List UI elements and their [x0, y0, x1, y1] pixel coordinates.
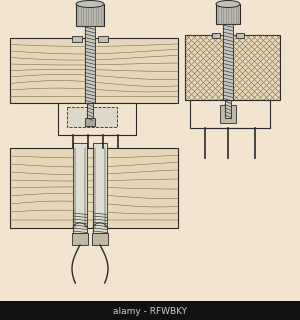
Bar	[73, 143, 87, 233]
Bar	[223, 24, 233, 100]
Bar	[190, 100, 270, 128]
Bar	[185, 35, 280, 100]
Ellipse shape	[76, 1, 104, 7]
Bar	[72, 36, 82, 42]
Bar	[93, 143, 107, 233]
Bar	[92, 233, 108, 245]
Bar	[67, 107, 117, 127]
Bar	[0, 301, 300, 320]
Bar	[87, 103, 93, 120]
Bar	[85, 118, 95, 126]
Text: alamy - RFWBKY: alamy - RFWBKY	[113, 307, 187, 316]
Bar	[220, 105, 236, 123]
Bar	[10, 148, 178, 228]
Bar	[10, 38, 178, 103]
Bar	[72, 233, 88, 245]
Bar	[212, 33, 220, 38]
Bar	[225, 100, 231, 118]
Bar	[98, 36, 108, 42]
Bar	[58, 103, 136, 135]
Bar	[85, 26, 95, 103]
Bar	[76, 4, 104, 26]
Bar	[236, 33, 244, 38]
Ellipse shape	[216, 1, 240, 7]
Bar	[216, 4, 240, 24]
